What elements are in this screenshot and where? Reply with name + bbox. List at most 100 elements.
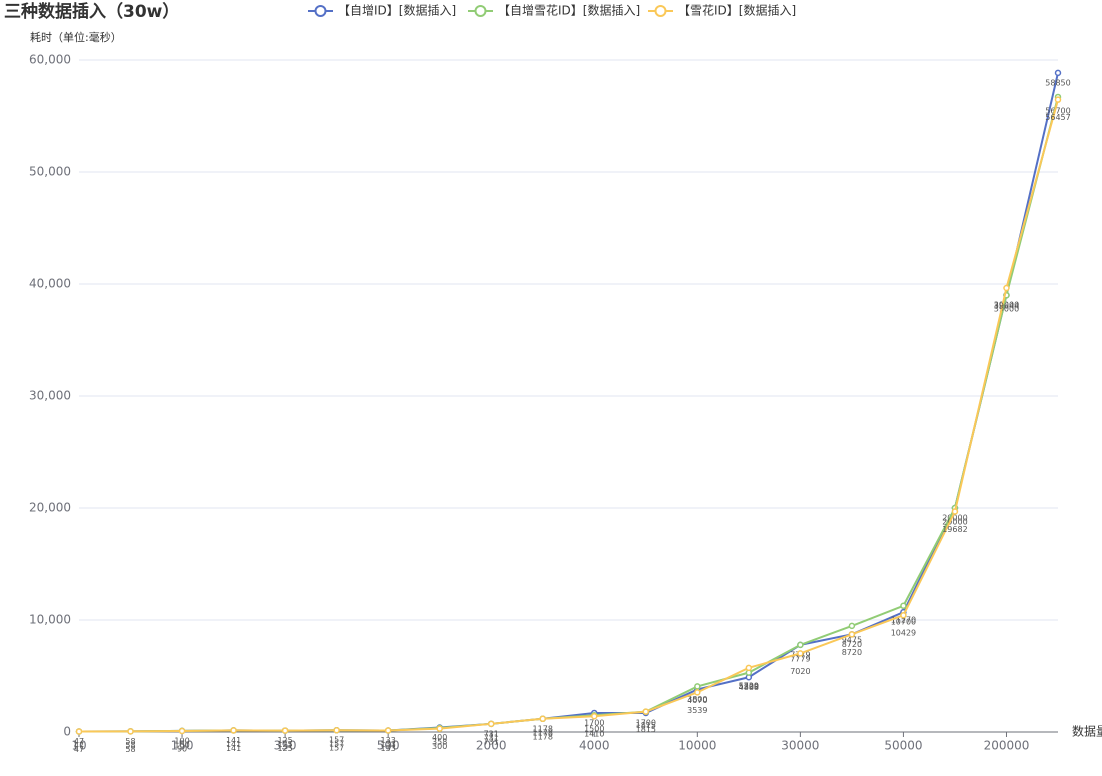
y-axis-name: 耗时（单位:毫秒） (30, 30, 122, 44)
data-point (178, 727, 186, 735)
x-tick-label: 150 (171, 739, 194, 753)
data-label: 90 (177, 744, 187, 753)
data-label: 1178 (533, 732, 553, 741)
x-tick-label: 10 (71, 739, 86, 753)
data-label: 39000 (994, 305, 1019, 314)
data-label: 1178 (533, 724, 553, 733)
data-label: 731 (484, 733, 499, 742)
data-point (745, 664, 753, 672)
legend-label: 【雪花ID】[数据插入] (678, 3, 796, 18)
data-label: 3539 (687, 706, 707, 715)
data-label: 1500 (584, 725, 604, 734)
data-point (487, 720, 495, 728)
data-label: 133 (381, 744, 396, 753)
data-point (848, 622, 856, 630)
data-label: 141 (226, 744, 241, 753)
data-label: 8720 (842, 648, 862, 657)
data-point (436, 725, 443, 732)
data-label: 5300 (739, 682, 759, 691)
data-label: 20000 (942, 514, 967, 523)
data-point (1054, 69, 1062, 77)
data-label: 39644 (994, 301, 1019, 310)
data-point (797, 641, 804, 649)
data-label: 4888 (739, 683, 759, 692)
series-line (78, 99, 1059, 733)
data-label: 4070 (687, 696, 707, 705)
data-point (127, 728, 134, 735)
data-label: 47 (74, 745, 84, 754)
data-point (900, 602, 907, 610)
data-label: 157 (329, 736, 344, 745)
data-label: 1410 (584, 730, 604, 739)
data-point (797, 650, 804, 657)
chart-title: 三种数据插入（30w） (4, 1, 179, 22)
x-tick-label: 30000 (781, 739, 819, 753)
data-label: 141 (226, 736, 241, 745)
y-tick-label: 40,000 (29, 277, 71, 291)
legend-label: 【自增雪花ID】[数据插入] (498, 3, 640, 18)
data-point (848, 631, 856, 638)
data-point (539, 715, 546, 723)
data-label: 157 (329, 744, 344, 753)
y-tick-label: 50,000 (29, 165, 71, 179)
data-label: 133 (381, 736, 396, 745)
data-label: 39000 (994, 301, 1019, 310)
y-tick-label: 30,000 (29, 389, 71, 403)
data-label: 125 (277, 736, 292, 745)
data-label: 58 (125, 737, 135, 746)
data-label: 100 (174, 740, 189, 749)
data-label: 19682 (942, 525, 967, 534)
data-point (1054, 96, 1062, 103)
data-label: 47 (74, 737, 84, 746)
data-label: 1700 (584, 718, 604, 727)
data-label: 125 (277, 744, 292, 753)
x-tick-label: 350 (274, 739, 297, 753)
data-point (900, 611, 907, 619)
data-point (384, 727, 392, 734)
data-label: 1815 (636, 725, 656, 734)
data-point (281, 727, 289, 734)
data-label: 10429 (891, 629, 916, 638)
data-label: 5729 (739, 681, 759, 690)
data-label: 1178 (533, 728, 553, 737)
data-point (694, 689, 701, 696)
y-tick-label: 60,000 (29, 53, 71, 67)
data-label: 20000 (942, 518, 967, 527)
y-tick-label: 20,000 (29, 501, 71, 515)
data-label: 100 (174, 736, 189, 745)
data-point (1003, 284, 1010, 292)
data-point (694, 683, 701, 690)
data-point (642, 708, 650, 715)
data-label: 731 (484, 729, 499, 738)
legend-marker (654, 5, 667, 17)
data-label: 56457 (1045, 113, 1070, 122)
x-tick-label: 50000 (884, 739, 922, 753)
data-label: 7779 (790, 654, 810, 663)
data-point (951, 508, 959, 515)
data-label: 47 (74, 741, 84, 750)
legend-label: 【自增ID】[数据插入] (338, 3, 456, 18)
data-label: 400 (432, 733, 447, 742)
data-label: 1815 (636, 721, 656, 730)
data-label: 9475 (842, 635, 862, 644)
data-label: 10700 (891, 618, 916, 627)
data-label: 58850 (1045, 78, 1070, 87)
x-tick-label: 500 (377, 739, 400, 753)
data-label: 300 (432, 742, 447, 751)
data-point (75, 728, 83, 735)
data-label: 7020 (790, 667, 810, 676)
data-label: 141 (226, 740, 241, 749)
data-label: 8720 (842, 640, 862, 649)
x-tick-label: 200000 (984, 739, 1030, 753)
data-point (230, 727, 237, 734)
data-label: 56700 (1045, 106, 1070, 115)
data-point (333, 726, 340, 734)
data-label: 157 (329, 740, 344, 749)
x-tick-label: 10000 (678, 739, 716, 753)
x-tick-label: 4000 (579, 739, 610, 753)
data-label: 58 (125, 745, 135, 754)
data-point (591, 712, 598, 720)
data-label: 125 (277, 740, 292, 749)
data-label: 731 (484, 737, 499, 746)
